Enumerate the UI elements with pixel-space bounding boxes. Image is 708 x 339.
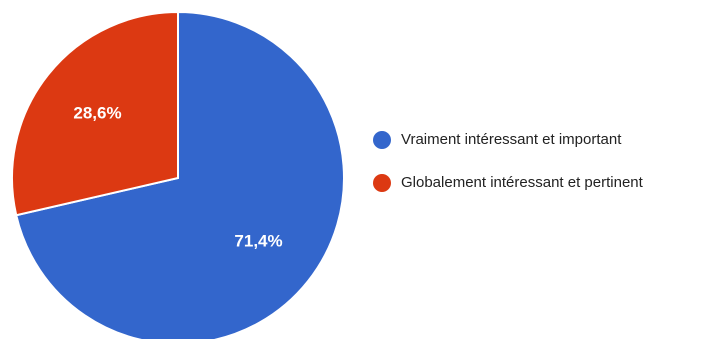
- legend: Vraiment intéressant et important Globale…: [373, 131, 644, 192]
- pie-slice-labels: 71,4% 28,6%: [73, 103, 282, 250]
- legend-swatch-1: [373, 131, 391, 149]
- legend-label-1[interactable]: Vraiment intéressant et important: [401, 131, 622, 148]
- pie-slice-2[interactable]: [11, 10, 179, 217]
- legend-label-2[interactable]: Globalement intéressant et pertinent: [401, 174, 644, 191]
- legend-swatch-2: [373, 174, 391, 192]
- pie-slice-1[interactable]: [15, 10, 345, 339]
- pie-slice-label-2: 28,6%: [73, 103, 121, 122]
- pie-slice-label-1: 71,4%: [234, 232, 282, 251]
- pie-slices: [11, 10, 345, 339]
